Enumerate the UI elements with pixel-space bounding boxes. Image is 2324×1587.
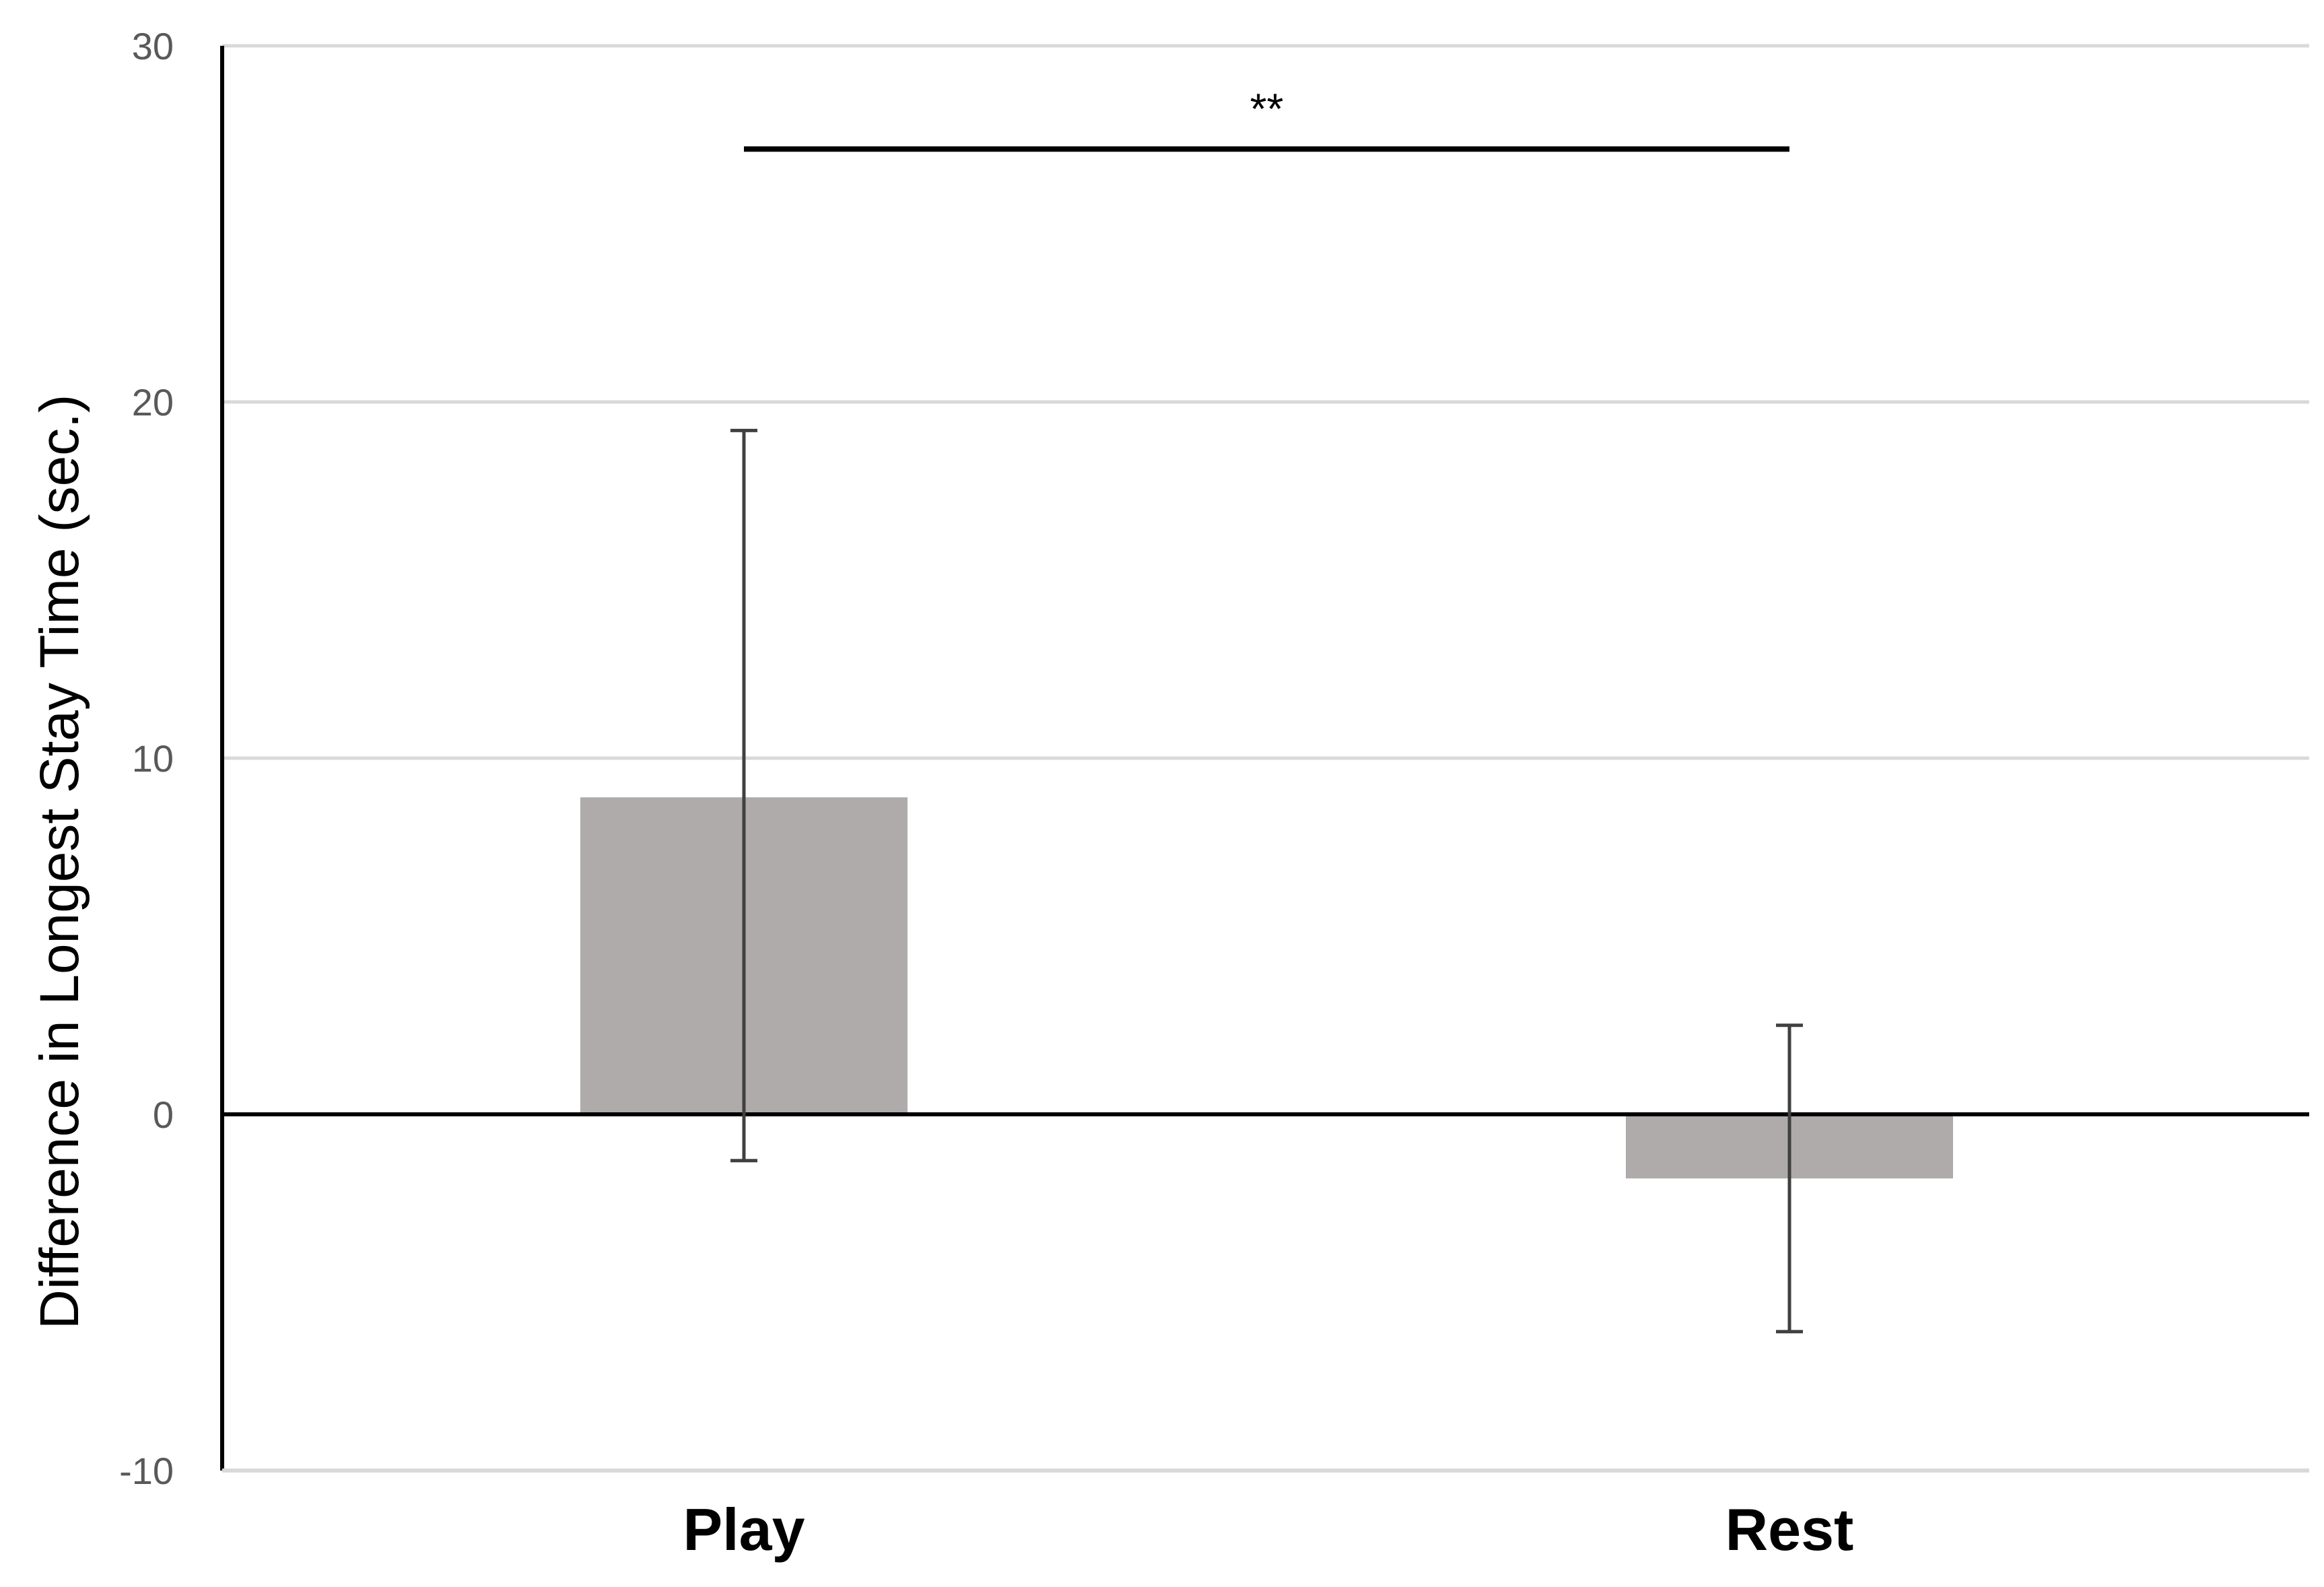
significance-annotation: **	[744, 84, 1789, 152]
x-category-labels: Play Rest	[683, 1496, 1853, 1563]
gridlines	[222, 44, 2309, 1473]
y-tick-label: 10	[132, 737, 174, 780]
y-tick-label: -10	[119, 1450, 174, 1492]
error-bar-rest	[1776, 1023, 1803, 1334]
x-category-label: Play	[683, 1496, 805, 1563]
error-bar-play	[730, 428, 757, 1163]
axes	[220, 46, 2309, 1473]
x-category-label: Rest	[1725, 1496, 1854, 1563]
y-axis-title: Difference in Longest Stay Time (sec.)	[29, 395, 90, 1330]
significance-label: **	[1250, 84, 1284, 133]
error-bars	[730, 428, 1803, 1334]
y-tick-label: 30	[132, 25, 174, 67]
y-tick-label: 20	[132, 381, 174, 424]
y-tick-labels: -10 0 10 20 30	[119, 25, 174, 1492]
y-tick-label: 0	[153, 1093, 174, 1136]
bars	[580, 797, 1953, 1179]
